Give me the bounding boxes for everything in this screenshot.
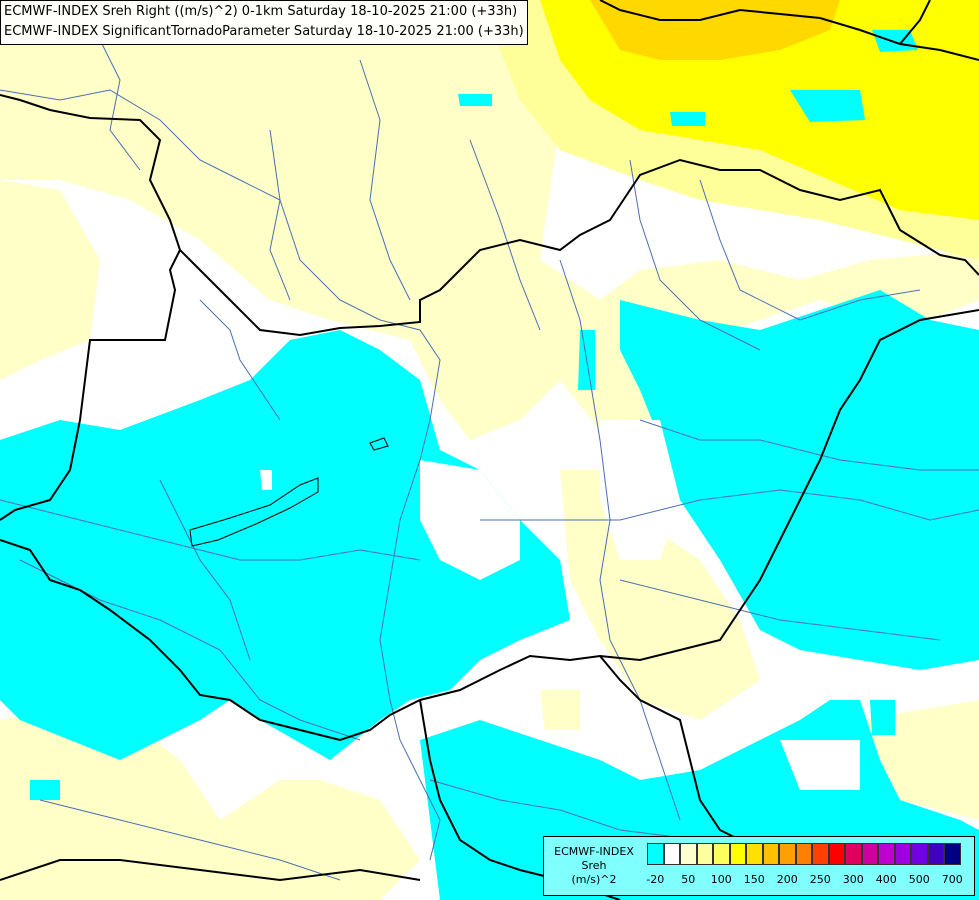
legend-title: ECMWF-INDEX Sreh (m/s)^2 <box>544 845 644 887</box>
map-header: ECMWF-INDEX Sreh Right ((m/s)^2) 0-1km S… <box>0 0 528 45</box>
legend-swatch <box>861 843 878 865</box>
legend-swatch <box>911 843 928 865</box>
legend-swatches <box>647 843 961 865</box>
legend-swatch <box>746 843 763 865</box>
legend-swatch <box>680 843 697 865</box>
legend-swatch <box>894 843 911 865</box>
legend-swatch <box>762 843 779 865</box>
legend-tick-label: 150 <box>743 873 765 886</box>
legend-tick-label: 100 <box>710 873 732 886</box>
white-areas <box>260 420 860 790</box>
color-legend: ECMWF-INDEX Sreh (m/s)^2 -20 50 100 150 200 2… <box>543 836 975 896</box>
legend-tick-label: 250 <box>809 873 831 886</box>
legend-swatch <box>812 843 829 865</box>
small-lake-outline <box>369 437 389 451</box>
legend-tick-label: 500 <box>908 873 930 886</box>
legend-swatch <box>795 843 812 865</box>
legend-ticks: -20 50 100 150 200 250 300 400 500 700 <box>646 873 977 889</box>
legend-swatch <box>779 843 796 865</box>
legend-swatch <box>878 843 895 865</box>
header-line-2: ECMWF-INDEX SignificantTornadoParameter … <box>4 24 524 39</box>
lake-outline <box>189 477 319 547</box>
legend-tick-label: 300 <box>842 873 864 886</box>
legend-tick-label: -20 <box>646 873 665 886</box>
legend-swatch <box>729 843 746 865</box>
legend-swatch <box>845 843 862 865</box>
legend-swatch <box>713 843 730 865</box>
legend-tick-label: 700 <box>941 873 963 886</box>
header-line-1: ECMWF-INDEX Sreh Right ((m/s)^2) 0-1km S… <box>4 4 518 19</box>
legend-title-line-3: (m/s)^2 <box>571 873 617 886</box>
gold-areas <box>590 0 840 60</box>
legend-tick-label: 200 <box>776 873 798 886</box>
cyan-areas <box>0 30 979 900</box>
legend-swatch <box>927 843 944 865</box>
legend-swatch <box>663 843 680 865</box>
legend-swatch <box>828 843 845 865</box>
legend-swatch <box>647 843 664 865</box>
legend-title-line-2: Sreh <box>581 859 607 872</box>
legend-tick-label: 400 <box>875 873 897 886</box>
legend-tick-label: 50 <box>681 873 696 886</box>
rivers <box>0 39 979 881</box>
legend-swatch <box>696 843 713 865</box>
legend-title-line-1: ECMWF-INDEX <box>554 845 634 858</box>
legend-swatch <box>944 843 961 865</box>
